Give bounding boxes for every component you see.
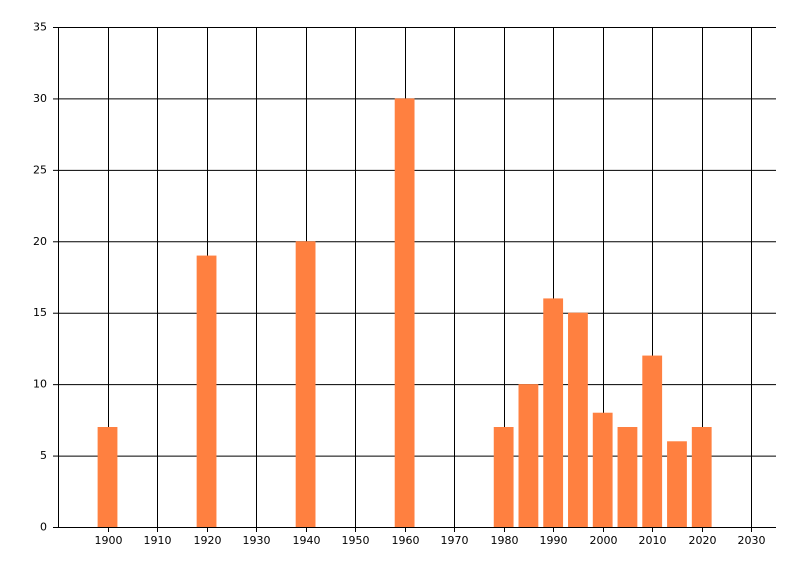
bar: [617, 427, 638, 527]
bar: [568, 312, 588, 527]
bar: [543, 298, 564, 527]
bar: [295, 241, 316, 528]
y-tick-label: 0: [40, 521, 47, 534]
bar: [642, 355, 663, 527]
x-tick-label: 1910: [144, 534, 172, 547]
x-tick-label: 1920: [194, 534, 222, 547]
bar: [592, 412, 613, 527]
y-tick-label: 25: [33, 163, 47, 176]
bar: [667, 441, 687, 527]
y-tick-label: 30: [33, 92, 47, 105]
x-tick-label: 2010: [639, 534, 667, 547]
y-tick-label: 5: [40, 449, 47, 462]
x-tick-label: 2030: [738, 534, 766, 547]
bar: [394, 98, 415, 527]
bar: [196, 255, 217, 528]
y-tick-label: 20: [33, 235, 47, 248]
x-tick-label: 1990: [540, 534, 568, 547]
x-tick-label: 1950: [342, 534, 370, 547]
x-tick-label: 1970: [441, 534, 469, 547]
x-tick-label: 1900: [95, 534, 123, 547]
bar: [97, 427, 118, 527]
bar: [493, 427, 514, 527]
y-tick-label: 15: [33, 306, 47, 319]
x-tick-label: 1930: [243, 534, 271, 547]
bar: [691, 427, 712, 527]
x-tick-label: 1940: [293, 534, 321, 547]
y-tick-label: 10: [33, 378, 47, 391]
x-tick-label: 2020: [689, 534, 717, 547]
x-tick-label: 1960: [392, 534, 420, 547]
x-tick-label: 2000: [590, 534, 618, 547]
x-tick-label: 1980: [491, 534, 519, 547]
y-tick-label: 35: [33, 21, 47, 34]
bar: [518, 384, 539, 527]
